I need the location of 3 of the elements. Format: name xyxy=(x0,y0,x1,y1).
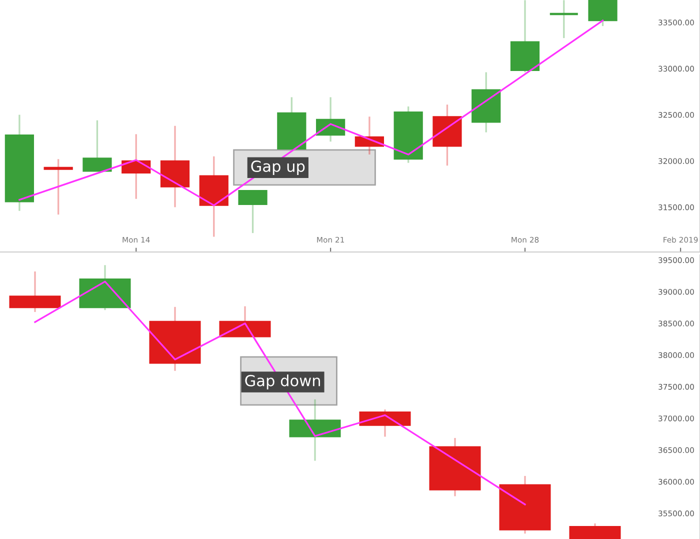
annotation: Gap down xyxy=(245,374,320,390)
annotation: Gap up xyxy=(251,160,305,175)
line-series xyxy=(34,280,526,506)
